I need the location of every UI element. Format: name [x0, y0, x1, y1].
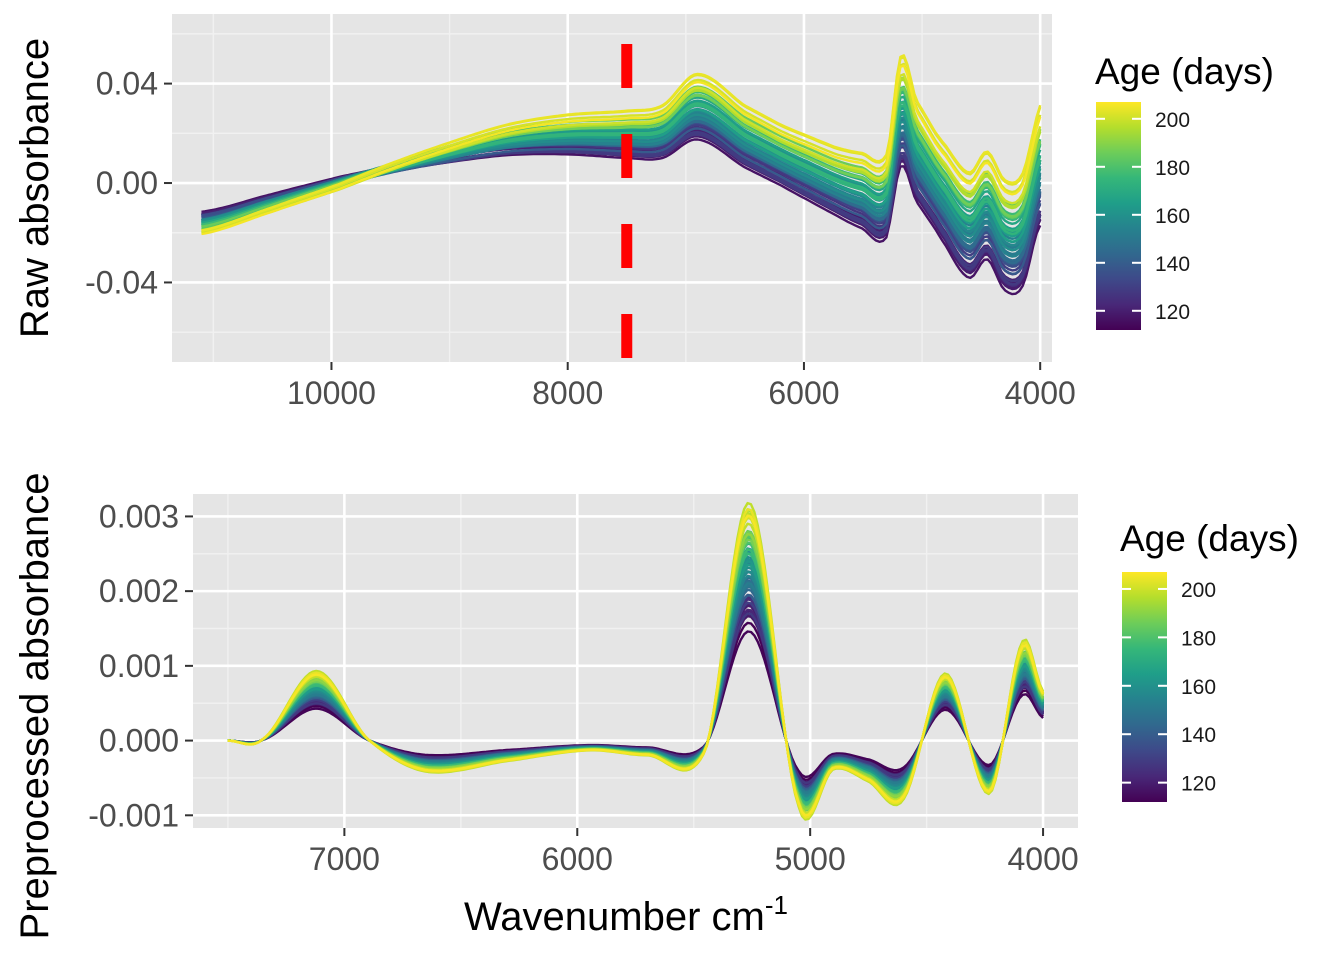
y-tick-label: -0.04	[85, 264, 158, 300]
spectrum-line	[201, 62, 1042, 233]
x-tick-label: 5000	[775, 841, 846, 877]
colorbar-ticks: 120 140 160 180 200	[1122, 579, 1216, 796]
x-tick-label: 4000	[1005, 375, 1076, 411]
x-tick-label: 7000	[309, 841, 380, 877]
colorbar-tick-label: 140	[1155, 253, 1190, 276]
x-axis-title-text: Wavenumber cm	[464, 895, 765, 939]
y-tick-label: 0.04	[96, 66, 158, 102]
spectrum-line	[201, 86, 1042, 232]
y-tick-label: 0.00	[96, 165, 158, 201]
y-tick-label: 0.003	[99, 498, 179, 534]
x-tick-label: 4000	[1007, 841, 1078, 877]
y-tick-label: 0.001	[99, 648, 179, 684]
age-legend-bottom: Age (days) 120 140 160 180 200	[1120, 518, 1299, 802]
colorbar-tick-label: 120	[1181, 773, 1216, 796]
x-ticks: 10000 8000 6000 4000	[287, 362, 1076, 411]
age-legend-top: Age (days) 120 140 160 180 200	[1095, 51, 1274, 330]
spectrum-line	[227, 514, 1045, 817]
y-tick-label: 0.002	[99, 573, 179, 609]
x-ticks: 7000 6000 5000 4000	[309, 828, 1079, 877]
colorbar-tick-label: 180	[1155, 157, 1190, 180]
spectra-lines	[201, 54, 1042, 296]
raw-absorbance-panel: -0.04 0.00 0.04 10000 8000 6000 4000	[85, 14, 1076, 411]
colorbar	[1096, 102, 1141, 330]
spectrum-line	[201, 64, 1042, 236]
y-tick-label: 0.000	[99, 723, 179, 759]
spectrum-line	[201, 54, 1042, 232]
preprocessed-absorbance-panel: -0.001 0.000 0.001 0.002 0.003 7000 6000 5000 4…	[88, 494, 1079, 877]
y-axis-title-preprocessed: Preprocessed absorbance	[13, 473, 57, 940]
y-ticks: -0.04 0.00 0.04	[85, 66, 172, 300]
colorbar	[1122, 572, 1167, 802]
legend-title: Age (days)	[1095, 51, 1274, 92]
x-tick-label: 10000	[287, 375, 376, 411]
colorbar-tick-label: 140	[1181, 724, 1216, 747]
colorbar-tick-label: 160	[1181, 676, 1216, 699]
colorbar-tick-label: 120	[1155, 301, 1190, 324]
x-tick-label: 6000	[542, 841, 613, 877]
colorbar-tick-label: 200	[1155, 109, 1190, 132]
x-tick-label: 6000	[768, 375, 839, 411]
y-ticks: -0.001 0.000 0.001 0.002 0.003	[88, 498, 193, 833]
y-tick-label: -0.001	[88, 797, 179, 833]
colorbar-tick-label: 180	[1181, 627, 1216, 650]
x-axis-title-superscript: -1	[765, 890, 788, 920]
x-tick-label: 8000	[532, 375, 603, 411]
colorbar-tick-label: 200	[1181, 579, 1216, 602]
spectra-lines	[227, 501, 1045, 821]
colorbar-ticks: 120 140 160 180 200	[1096, 109, 1190, 324]
colorbar-tick-label: 160	[1155, 205, 1190, 228]
panel-background	[193, 494, 1078, 828]
y-axis-title-raw: Raw absorbance	[13, 38, 57, 338]
x-axis-title: Wavenumber cm-1	[464, 890, 788, 939]
legend-title: Age (days)	[1120, 518, 1299, 559]
